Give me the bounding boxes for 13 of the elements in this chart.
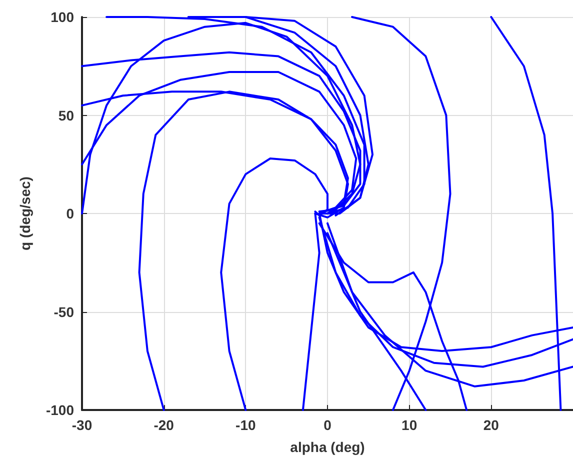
x-tick-label: 10 <box>402 417 418 433</box>
y-tick-label: 50 <box>58 107 74 124</box>
x-axis-title: alpha (deg) <box>290 439 365 455</box>
y-tick-label: 100 <box>50 9 74 25</box>
x-tick-label: -10 <box>236 417 256 433</box>
x-tick-label: 0 <box>324 417 332 433</box>
y-axis-title: q (deg/sec) <box>17 176 33 250</box>
x-tick-label: -30 <box>72 417 92 433</box>
x-tick-label: 20 <box>483 417 500 433</box>
y-tick-label: 0 <box>66 206 74 222</box>
y-tick-label: -50 <box>54 304 74 320</box>
x-tick-label: -20 <box>154 417 174 433</box>
y-tick-label: -100 <box>46 402 74 418</box>
